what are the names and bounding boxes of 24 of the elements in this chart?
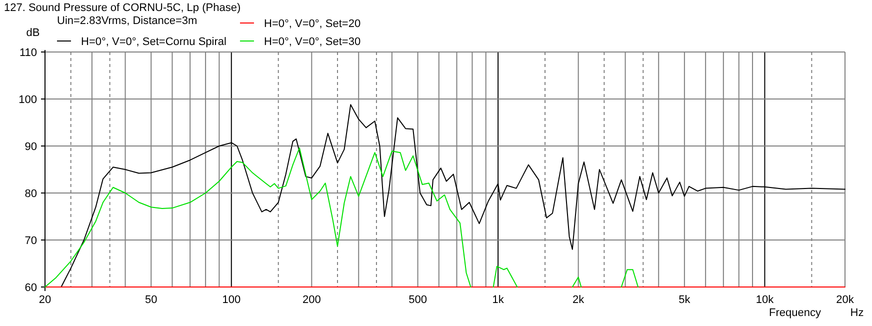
x-tick-label: 500 [408, 294, 427, 306]
x-tick-label: 20 [38, 294, 52, 306]
y-tick-label: 70 [24, 234, 37, 247]
x-tick-label: 200 [302, 294, 321, 306]
y-tick-label: 100 [18, 94, 37, 106]
legend-label: H=0°, V=0°, Set=Cornu Spiral [81, 36, 226, 48]
x-tick-label: 2k [572, 294, 585, 306]
y-tick-label: 110 [19, 46, 37, 59]
y-tick-label: 90 [24, 140, 37, 153]
legend-title: Uin=2.83Vrms, Distance=3m [57, 15, 198, 27]
x-axis-title: Frequency [769, 307, 822, 319]
x-tick-label: 10k [756, 294, 774, 306]
y-tick-label: 80 [24, 188, 37, 200]
chart-title: 127. Sound Pressure of CORNU-5C, Lp (Phase) [4, 2, 241, 14]
x-tick-label: 100 [222, 294, 241, 306]
y-axis-title: dB [26, 27, 40, 39]
x-tick-label: 20k [836, 294, 854, 306]
x-tick-label: 5k [678, 294, 691, 306]
text: Hz [850, 307, 864, 319]
legend-label: H=0°, V=0°, Set=30 [264, 36, 361, 48]
legend-label: H=0°, V=0°, Set=20 [264, 18, 361, 30]
x-tick-label: 1k [492, 294, 504, 306]
y-tick-label: 60 [24, 282, 37, 294]
x-tick-label: 50 [144, 294, 158, 306]
